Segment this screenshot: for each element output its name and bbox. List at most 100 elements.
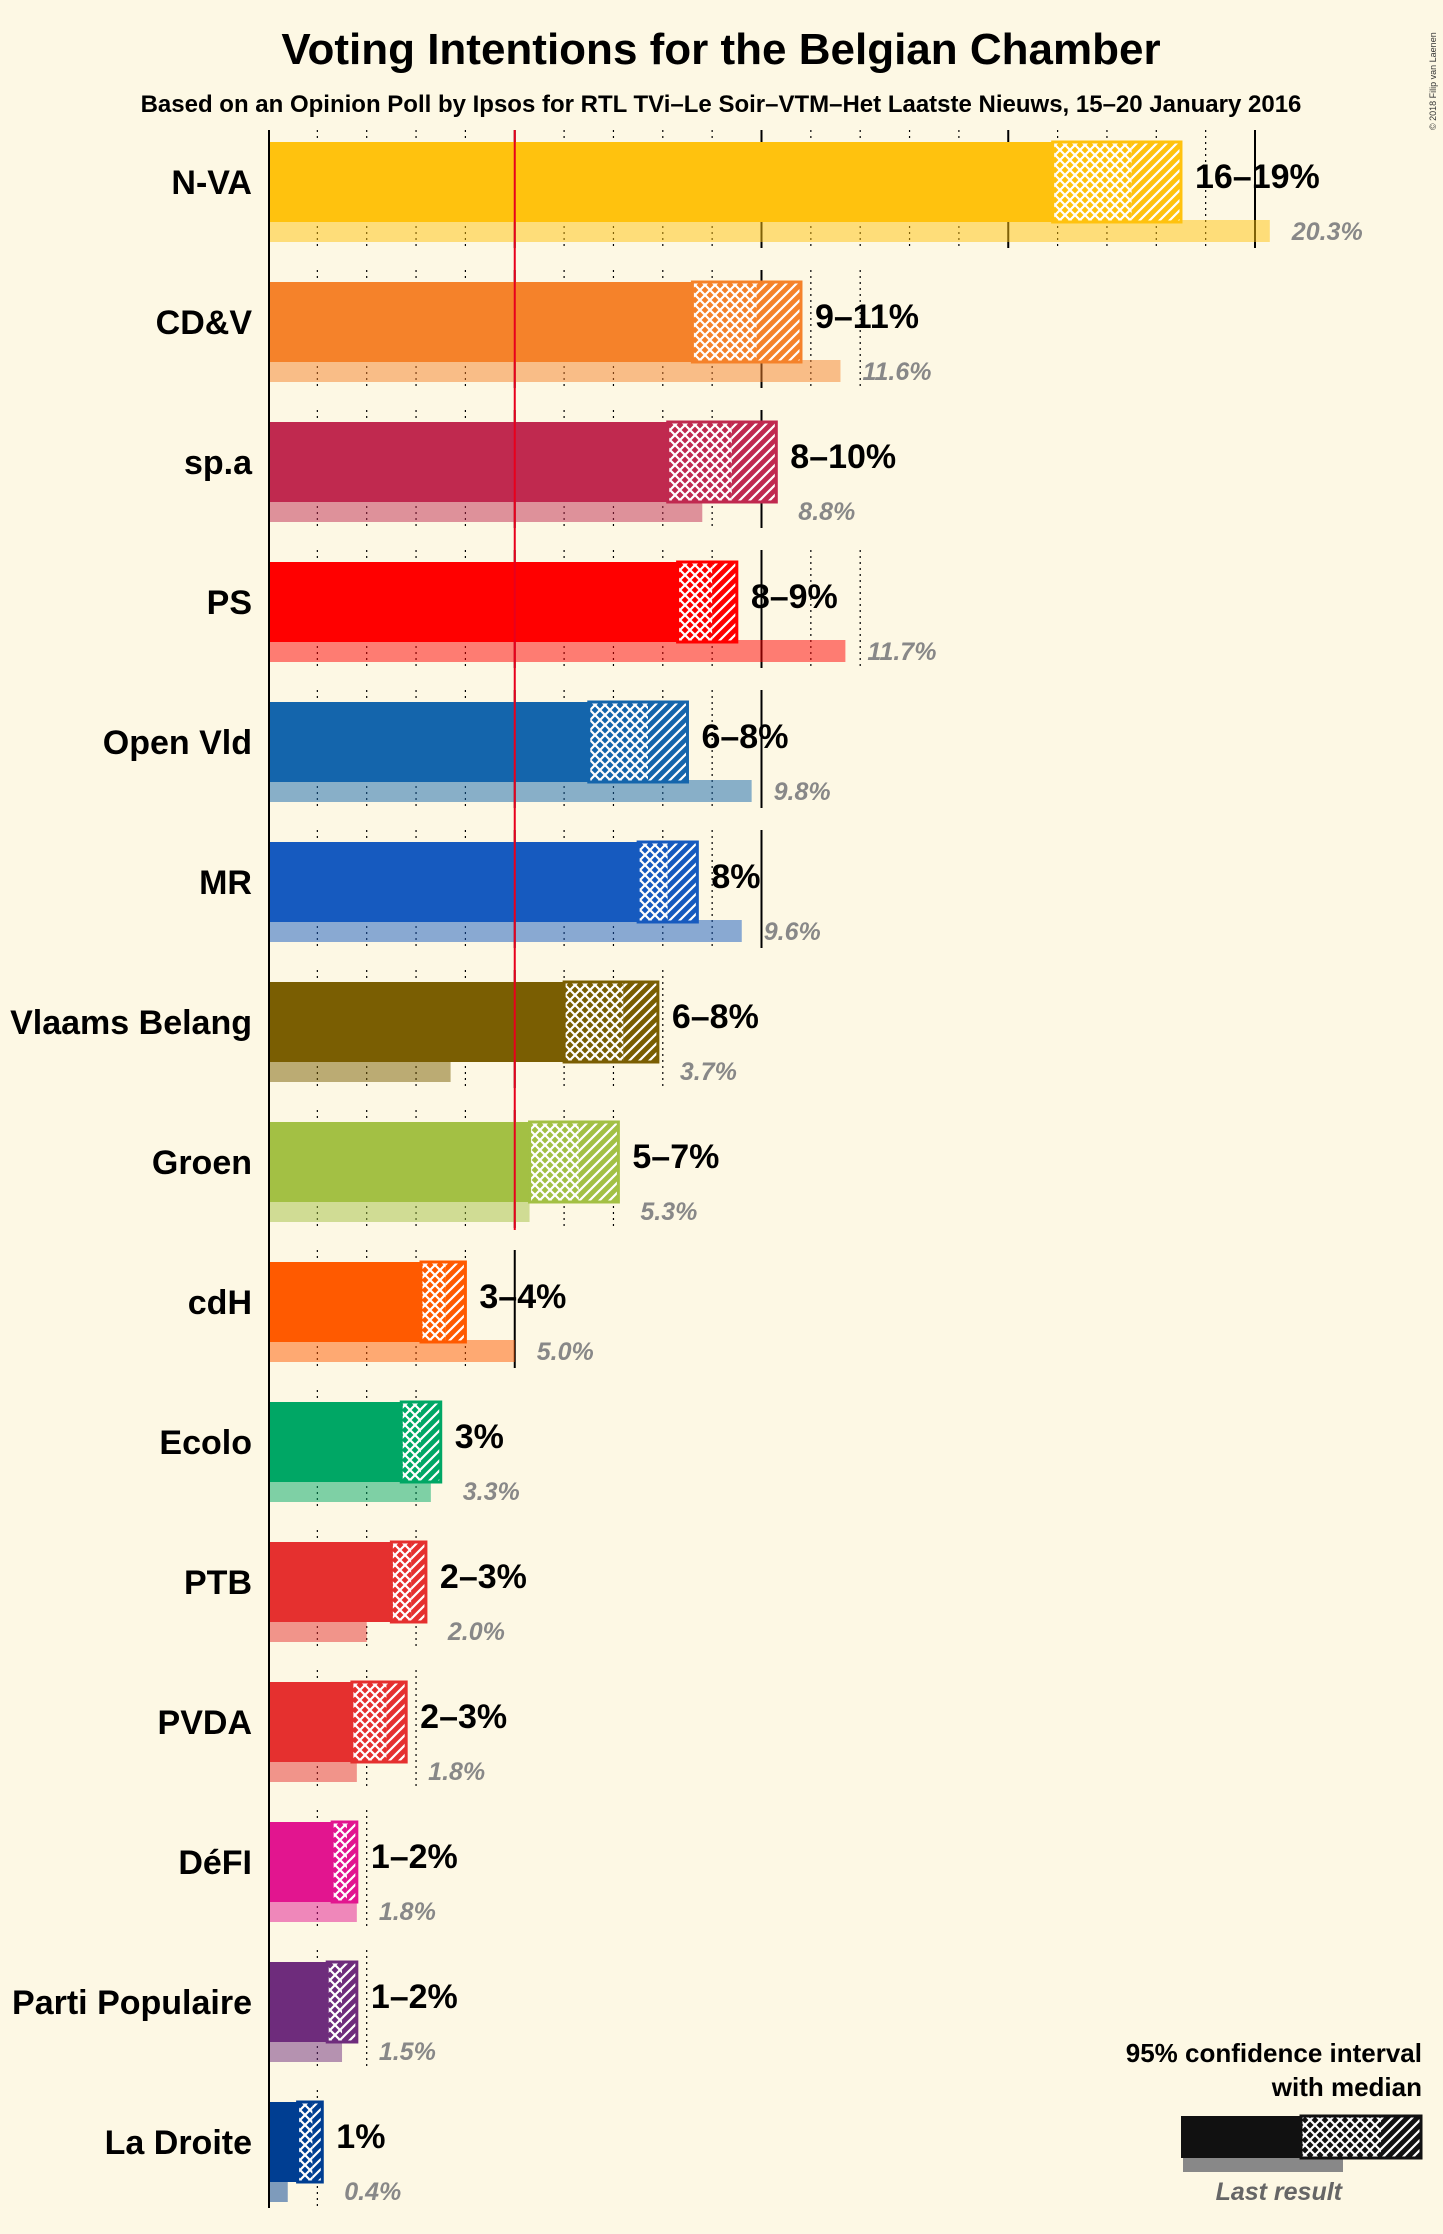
ci-upper-band-hatch (578, 1122, 619, 1202)
last-result-label: 1.5% (379, 2038, 436, 2066)
ci-outline (666, 420, 778, 504)
copyright-note: © 2018 Filip van Laenen (1428, 32, 1438, 130)
ci-solid-bar (268, 702, 589, 782)
last-result-label: 9.6% (764, 918, 821, 946)
ci-solid-bar (268, 282, 693, 362)
legend-ci-diaghatch-pattern (1381, 2116, 1421, 2158)
range-label: 2–3% (440, 1558, 527, 1596)
range-label: 1–2% (371, 1838, 458, 1876)
ci-solid-bar (268, 1122, 530, 1202)
party-label: MR (199, 864, 252, 902)
last-result-label: 3.3% (463, 1478, 520, 1506)
ci-lower-band-hatch (692, 282, 757, 362)
last-result-label: 9.8% (774, 778, 831, 806)
ci-upper-band-hatch (312, 2102, 323, 2182)
ci-solid-bar (268, 562, 678, 642)
ci-solid-bar (268, 1682, 352, 1762)
last-result-bar (268, 1620, 367, 1642)
ci-lower-band-hatch (420, 1262, 446, 1342)
last-result-label: 0.4% (344, 2178, 401, 2206)
last-result-label: 5.0% (537, 1338, 594, 1366)
ci-solid-bar (268, 142, 1053, 222)
ci-solid-bar (268, 422, 668, 502)
party-label: N-VA (171, 164, 252, 202)
last-result-label: 1.8% (379, 1898, 436, 1926)
ci-upper-band-hatch (411, 1542, 426, 1622)
party-label: Ecolo (159, 1424, 252, 1462)
ci-upper-band-hatch (1131, 142, 1181, 222)
last-result-label: 8.8% (798, 498, 855, 526)
ci-solid-bar (268, 982, 565, 1062)
legend-ci-solid (1181, 2116, 1301, 2158)
party-label: Vlaams Belang (10, 1004, 252, 1042)
ci-solid-bar (268, 1262, 421, 1342)
last-result-label: 5.3% (640, 1198, 697, 1226)
last-result-bar (268, 1900, 357, 1922)
chart-subtitle: Based on an Opinion Poll by Ipsos for RT… (141, 91, 1302, 118)
last-result-label: 2.0% (447, 1618, 505, 1646)
last-result-label: 11.7% (867, 638, 936, 666)
ci-lower-band-hatch (332, 1822, 347, 1902)
party-label: Groen (152, 1144, 252, 1182)
range-label: 8–9% (751, 578, 838, 616)
ci-lower-band-hatch (529, 1122, 579, 1202)
ci-solid-bar (268, 2102, 298, 2182)
ci-outline (690, 280, 803, 364)
last-result-label: 11.6% (862, 358, 931, 386)
last-result-bar (268, 1340, 515, 1362)
range-label: 6–8% (672, 998, 759, 1036)
ci-upper-band-hatch (342, 1962, 357, 2042)
last-result-bar (268, 1060, 451, 1082)
ci-upper-band-hatch (346, 1822, 357, 1902)
range-label: 16–19% (1195, 158, 1320, 196)
range-label: 8–10% (790, 438, 896, 476)
range-label: 1% (336, 2118, 385, 2156)
party-label: PTB (184, 1564, 252, 1602)
ci-lower-band-hatch (401, 1402, 421, 1482)
legend-title-line2: with median (1271, 2072, 1422, 2102)
range-label: 6–8% (701, 718, 788, 756)
ci-outline (1051, 140, 1183, 224)
party-label: Open Vld (103, 724, 252, 762)
ci-upper-band-hatch (445, 1262, 466, 1342)
ci-solid-bar (268, 1542, 392, 1622)
party-label: cdH (188, 1284, 252, 1322)
ci-upper-band-hatch (712, 562, 737, 642)
ci-outline (325, 1960, 359, 2044)
last-result-bar (268, 2180, 288, 2202)
last-result-label: 20.3% (1291, 218, 1363, 246)
range-label: 2–3% (420, 1698, 507, 1736)
party-label: sp.a (184, 444, 253, 482)
last-result-bar (268, 920, 742, 942)
ci-outline (399, 1400, 443, 1484)
ci-lower-band-hatch (677, 562, 713, 642)
last-result-bar (268, 640, 846, 662)
last-result-bar (268, 2040, 343, 2062)
ci-upper-band-hatch (420, 1402, 441, 1482)
last-result-label: 1.8% (428, 1758, 485, 1786)
last-result-bar (268, 1760, 357, 1782)
last-result-bar (268, 220, 1270, 242)
party-label: DéFI (178, 1844, 252, 1882)
range-label: 3% (455, 1418, 504, 1456)
ci-solid-bar (268, 1962, 328, 2042)
ci-outline (587, 700, 689, 784)
ci-lower-band-hatch (1052, 142, 1132, 222)
last-result-bar (268, 780, 752, 802)
range-label: 1–2% (371, 1978, 458, 2016)
legend-title-line1: 95% confidence interval (1126, 2038, 1422, 2068)
ci-lower-band-hatch (351, 1682, 387, 1762)
ci-solid-bar (268, 1822, 333, 1902)
axis-layer (268, 130, 516, 2208)
party-label: Parti Populaire (12, 1984, 252, 2022)
ci-outline (296, 2100, 324, 2184)
ci-lower-band-hatch (667, 422, 732, 502)
ci-lower-band-hatch (638, 842, 668, 922)
ci-upper-band-hatch (623, 982, 658, 1062)
bar-layer: N-VA 16–19% 20.3% CD&V 9–11% 11.6% sp.a 8–10% 8.… (10, 140, 1363, 2206)
ci-solid-bar (268, 842, 639, 922)
ci-outline (636, 840, 699, 924)
range-label: 5–7% (632, 1138, 719, 1176)
party-label: La Droite (105, 2124, 252, 2162)
ci-outline (676, 560, 739, 644)
